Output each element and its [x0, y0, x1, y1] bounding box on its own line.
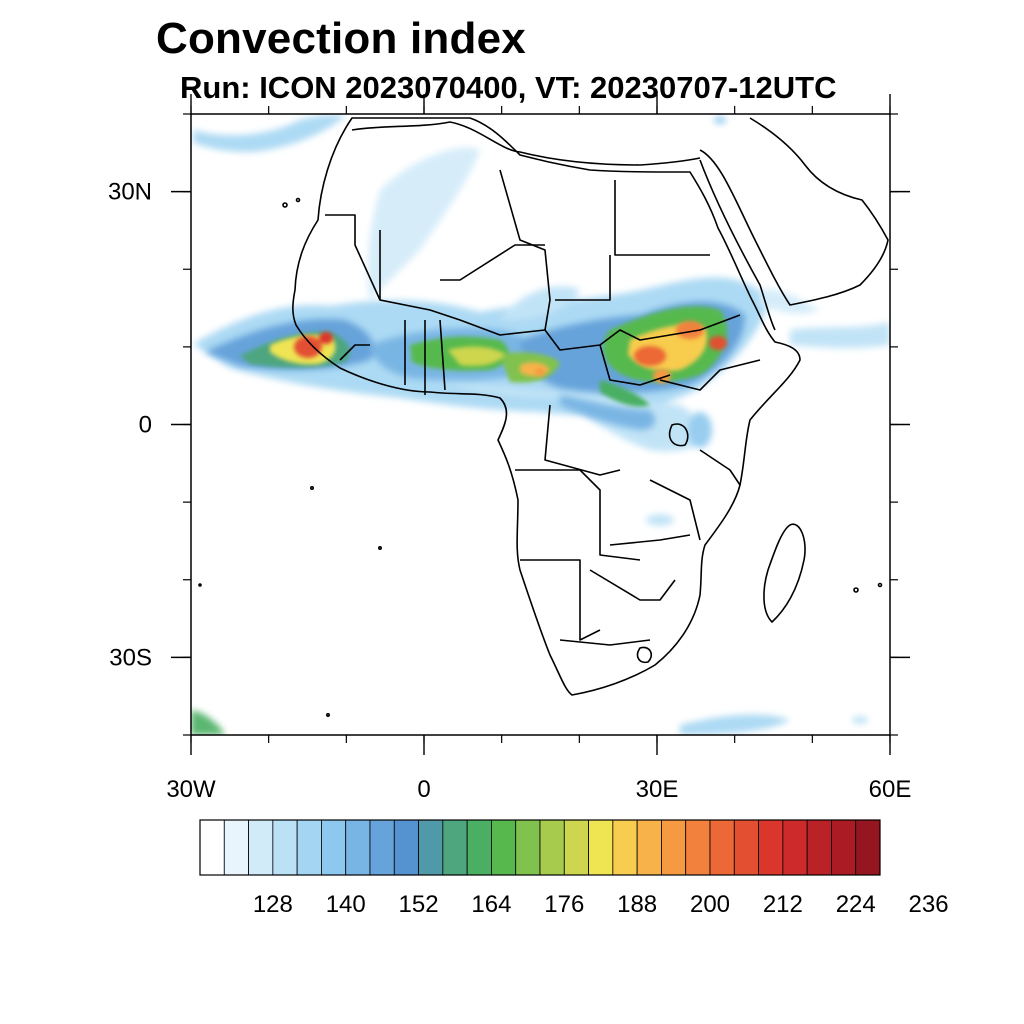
colorbar-bin — [758, 819, 784, 876]
madagascar-coastline — [763, 523, 806, 623]
colorbar-bin — [539, 819, 565, 876]
colorbar-bin — [442, 819, 468, 876]
colorbar-bin — [466, 819, 492, 876]
coastlines-and-borders — [198, 117, 889, 717]
colorbar-label: 152 — [399, 891, 439, 918]
colorbar-bin — [418, 819, 444, 876]
colorbar-bin — [369, 819, 395, 876]
colorbar-bin — [636, 819, 662, 876]
map-title: Convection index — [156, 14, 526, 63]
colorbar: 128 140 152 164 176 188 200 212 224 236 — [199, 819, 949, 918]
colorbar-bin — [733, 819, 759, 876]
arabian-peninsula-coastline — [699, 117, 889, 306]
colorbar-bin — [806, 819, 832, 876]
convection-field — [191, 114, 890, 735]
colorbar-bin — [612, 819, 638, 876]
x-tick-label: 0 — [417, 776, 430, 803]
colorbar-bin — [321, 819, 347, 876]
colorbar-frame — [199, 819, 881, 876]
colorbar-bin — [563, 819, 589, 876]
colorbar-bin — [223, 819, 249, 876]
colorbar-label: 236 — [909, 891, 949, 918]
map-frame-background — [191, 114, 890, 735]
x-tick-label: 30E — [636, 776, 679, 803]
colorbar-bin — [685, 819, 711, 876]
y-tick-label: 0 — [139, 412, 152, 439]
colorbar-bin — [491, 819, 517, 876]
colorbar-bin — [199, 819, 225, 876]
colorbar-label: 212 — [763, 891, 803, 918]
colorbar-bin — [515, 819, 541, 876]
colorbar-bin — [296, 819, 322, 876]
colorbar-label: 224 — [836, 891, 876, 918]
colorbar-label: 128 — [253, 891, 293, 918]
colorbar-label: 200 — [690, 891, 730, 918]
colorbar-bin — [709, 819, 735, 876]
colorbar-bin — [782, 819, 808, 876]
colorbar-bin — [345, 819, 371, 876]
x-tick-label: 30W — [166, 776, 216, 803]
colorbar-bin — [831, 819, 857, 876]
colorbar-label: 176 — [544, 891, 584, 918]
colorbar-bin — [272, 819, 298, 876]
colorbar-label: 140 — [326, 891, 366, 918]
colorbar-bin — [588, 819, 614, 876]
colorbar-label: 164 — [471, 891, 511, 918]
colorbar-bin — [248, 819, 274, 876]
x-tick-label: 60E — [869, 776, 912, 803]
colorbar-bin — [393, 819, 419, 876]
africa-coastline — [292, 117, 801, 696]
colorbar-bin — [661, 819, 687, 876]
colorbar-label: 188 — [617, 891, 657, 918]
run-valid-time-subtitle: Run: ICON 2023070400, VT: 20230707-12UTC — [180, 70, 837, 105]
y-tick-label: 30N — [108, 179, 152, 206]
colorbar-bin — [855, 819, 881, 876]
map-axes: 30W 0 30E 60E 30N 0 30S — [108, 94, 911, 803]
y-tick-label: 30S — [109, 644, 152, 671]
